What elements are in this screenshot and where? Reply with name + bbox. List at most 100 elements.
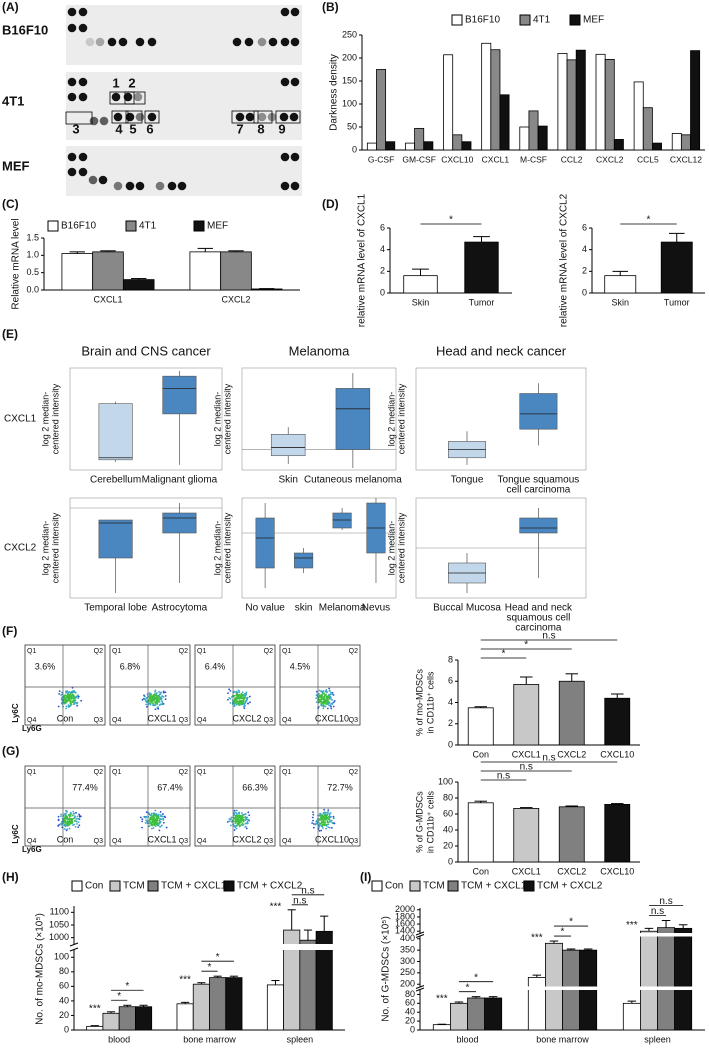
category-label: Tongue [451, 475, 484, 486]
x-tick-label: Tumor [469, 297, 495, 307]
event-dot [71, 700, 74, 703]
event-dot [141, 818, 144, 821]
y-axis-label: No. of mo-MDSCs (×10⁵) [35, 913, 46, 1025]
bar [604, 58, 615, 151]
event-dot [315, 819, 318, 822]
event-dot [320, 816, 323, 819]
category-label: Cutaneous melanoma [304, 475, 402, 486]
event-dot [71, 694, 73, 697]
event-dot [245, 827, 248, 830]
y-axis-label: Darkness density [329, 54, 340, 131]
legend-swatch [371, 880, 383, 892]
event-dot [148, 693, 151, 696]
x-tick-label: CCL2 [561, 154, 583, 164]
y-tick-label: 0 [582, 287, 587, 297]
blot-spot [67, 92, 77, 102]
bar [467, 707, 494, 746]
legend-swatch [193, 220, 205, 232]
event-dot [312, 822, 315, 825]
event-dot [322, 820, 325, 823]
event-dot [326, 819, 329, 822]
significance-label: *** [531, 933, 543, 944]
event-dot [75, 811, 77, 814]
event-dot [157, 817, 159, 820]
y-axis-label: centered intensity [222, 383, 232, 454]
spot-box [65, 111, 93, 125]
y-tick-label: 0.5 [26, 267, 39, 277]
blot-spot [290, 77, 300, 87]
significance-label: * [569, 917, 573, 928]
event-dot [241, 815, 244, 818]
y-axis-label: log 2 median- [386, 392, 396, 447]
legend-swatch [147, 880, 159, 892]
event-dot [157, 706, 160, 708]
bar [642, 107, 653, 151]
legend-swatch [71, 880, 83, 892]
flow-x-label: Ly6G [22, 845, 42, 854]
event-dot [327, 826, 330, 828]
event-dot [233, 809, 236, 812]
event-dot [236, 696, 239, 699]
quadrant-label: Q4 [112, 717, 121, 724]
event-dot [312, 813, 315, 816]
y-tick-label: 100 [54, 952, 69, 962]
significance-label: n.s [651, 906, 664, 917]
y-tick-label: 300 [400, 956, 415, 966]
significance-label: * [561, 927, 565, 938]
x-tick-label: CXCL2 [221, 294, 250, 304]
blot-spot [67, 152, 77, 162]
event-dot [228, 688, 231, 691]
category-label: skin [295, 603, 313, 614]
bar [562, 949, 581, 1031]
event-dot [246, 818, 249, 821]
spot-number: 3 [72, 121, 79, 136]
event-dot [162, 819, 165, 821]
event-dot [79, 815, 82, 818]
category-label: Nevus [362, 603, 390, 614]
event-dot [155, 813, 158, 816]
event-dot [68, 705, 71, 708]
event-dot [330, 826, 333, 829]
event-dot [245, 691, 248, 694]
y-tick-label: 400 [400, 933, 415, 943]
bar [660, 241, 693, 294]
event-dot [72, 810, 75, 813]
x-tick-label: CXCL1 [93, 294, 122, 304]
event-dot [152, 815, 155, 818]
blot-spot [280, 37, 290, 47]
event-dot [321, 691, 324, 694]
event-dot [65, 705, 68, 708]
event-dot [150, 827, 153, 830]
event-dot [151, 820, 154, 823]
event-dot [159, 825, 162, 828]
y-tick-label: 1.0 [26, 250, 39, 260]
event-dot [60, 820, 63, 823]
quadrant-label: Q3 [179, 717, 188, 724]
event-dot [235, 809, 238, 812]
event-dot [332, 817, 335, 820]
event-dot [158, 700, 161, 703]
bar [690, 50, 701, 151]
event-dot [161, 695, 164, 697]
y-tick-label: 2 [448, 718, 453, 728]
event-dot [65, 829, 68, 832]
quadrant-label: Q3 [264, 838, 273, 845]
event-dot [228, 697, 231, 699]
event-dot [239, 700, 242, 702]
event-dot [66, 820, 69, 823]
bar [135, 1006, 153, 1031]
event-dot [236, 820, 238, 823]
y-axis-label: relative mRNA level of CXCL2 [559, 193, 570, 327]
column-title: Melanoma [289, 343, 350, 358]
event-dot [159, 818, 161, 821]
event-dot [315, 701, 318, 703]
category-label: Buccal Mucosa [433, 603, 501, 614]
event-dot [318, 689, 321, 692]
event-dot [318, 819, 321, 822]
event-dot [76, 701, 79, 704]
y-tick-label: 0.0 [26, 284, 39, 294]
break-mark [415, 987, 425, 992]
event-dot [76, 823, 78, 825]
break-mark [415, 931, 425, 936]
event-dot [238, 814, 241, 817]
